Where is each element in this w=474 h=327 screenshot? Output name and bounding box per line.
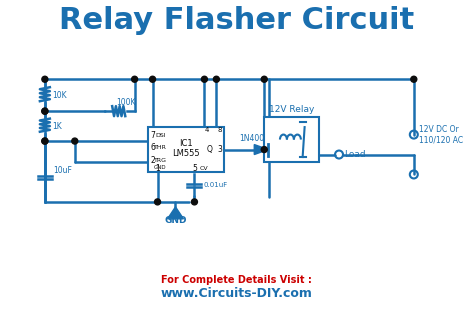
Polygon shape: [167, 207, 183, 219]
Text: CV: CV: [200, 166, 209, 171]
Circle shape: [42, 138, 48, 144]
Text: LM555: LM555: [172, 149, 200, 158]
Circle shape: [42, 138, 48, 144]
Text: 4: 4: [204, 127, 209, 133]
Text: 5: 5: [192, 164, 197, 174]
Text: 6: 6: [150, 143, 155, 152]
Circle shape: [42, 76, 48, 82]
Text: www.Circuits-DIY.com: www.Circuits-DIY.com: [160, 287, 312, 300]
Text: GND: GND: [154, 165, 167, 170]
Text: Relay Flasher Circuit: Relay Flasher Circuit: [59, 6, 414, 35]
Circle shape: [261, 146, 267, 152]
Text: 1K: 1K: [52, 122, 62, 130]
Text: THR: THR: [154, 145, 167, 150]
Circle shape: [42, 108, 48, 114]
Circle shape: [411, 76, 417, 82]
Text: 100K: 100K: [117, 98, 136, 107]
Circle shape: [42, 108, 48, 114]
Circle shape: [201, 76, 208, 82]
Text: 3: 3: [217, 145, 222, 154]
Text: Q: Q: [207, 145, 212, 154]
Text: 10K: 10K: [52, 91, 66, 100]
Text: For Complete Details Visit :: For Complete Details Visit :: [161, 275, 312, 285]
Circle shape: [150, 76, 155, 82]
Circle shape: [155, 199, 161, 205]
Text: 12V DC Or
110/120 AC: 12V DC Or 110/120 AC: [419, 125, 463, 144]
Text: 10uF: 10uF: [53, 166, 72, 176]
Text: 8: 8: [217, 127, 222, 133]
Circle shape: [72, 138, 78, 144]
Polygon shape: [254, 145, 268, 155]
Text: 0.01uF: 0.01uF: [203, 182, 228, 188]
Text: 1N4007: 1N4007: [239, 133, 269, 143]
Circle shape: [191, 199, 198, 205]
Text: 1: 1: [155, 164, 160, 174]
FancyBboxPatch shape: [147, 127, 224, 172]
Text: 12V Relay: 12V Relay: [269, 105, 314, 114]
Text: GND: GND: [164, 216, 187, 225]
Circle shape: [132, 76, 137, 82]
Text: DSI: DSI: [155, 132, 166, 138]
Circle shape: [213, 76, 219, 82]
Text: Load: Load: [344, 150, 365, 159]
FancyBboxPatch shape: [264, 117, 319, 162]
Text: 2: 2: [150, 156, 155, 164]
Circle shape: [261, 76, 267, 82]
Text: TRG: TRG: [154, 158, 167, 163]
Text: IC1: IC1: [179, 139, 193, 148]
Text: 7: 7: [150, 130, 155, 140]
